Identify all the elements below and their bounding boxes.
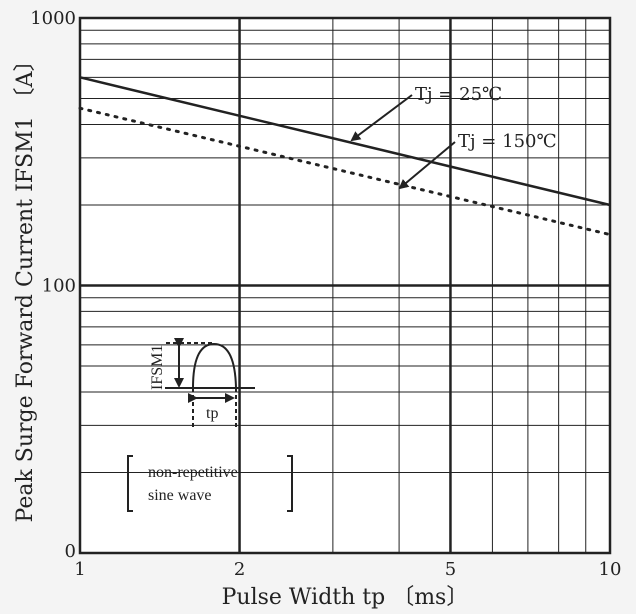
annotation-tj25-arrow — [350, 94, 413, 142]
ifsm-label: IFSM1 — [149, 345, 166, 390]
series-line-0 — [79, 76, 611, 207]
inset-waveform: tp IFSM1 — [149, 338, 255, 430]
plot-frame — [78, 16, 612, 555]
y-tick-label: 0 — [65, 541, 76, 562]
note-line1: non-repetitive — [148, 464, 238, 481]
annotation-tj25: Tj = 25℃ — [415, 84, 502, 105]
x-tick-label: 5 — [445, 559, 456, 580]
note-line2: sine wave — [148, 487, 212, 504]
annotation-tj150-arrow — [398, 141, 456, 190]
y-tick-label: 1000 — [30, 8, 76, 29]
x-tick-label: 2 — [234, 559, 245, 580]
x-tick-label: 1 — [74, 559, 85, 580]
y-tick-label: 100 — [42, 276, 76, 297]
grid — [80, 18, 610, 553]
series-layer — [78, 76, 612, 237]
x-axis-label: Pulse Width tp 〔ms〕 — [222, 585, 469, 610]
left-bracket — [127, 455, 133, 512]
series-line-1 — [78, 106, 612, 237]
tp-label: tp — [206, 405, 218, 422]
inset-note: non-repetitive sine wave — [127, 455, 293, 512]
right-bracket — [287, 455, 293, 512]
y-axis-label: Peak Surge Forward Current IFSM1 〔A〕 — [13, 50, 38, 523]
annotation-tj150: Tj = 150℃ — [458, 131, 557, 152]
half-sine-pulse — [192, 342, 237, 389]
x-tick-label: 10 — [599, 559, 622, 580]
